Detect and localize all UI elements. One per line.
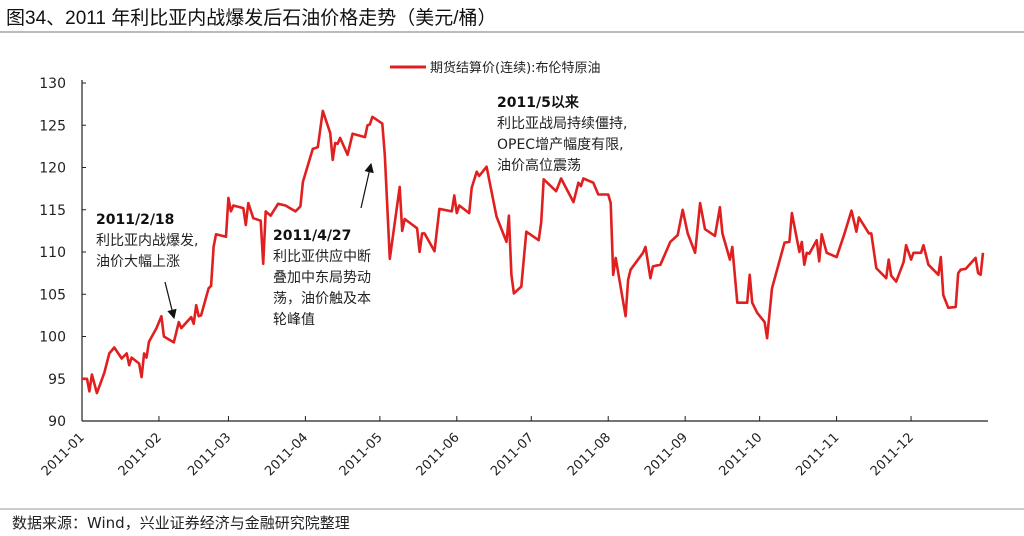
annotation-text: 油价大幅上涨: [96, 254, 180, 270]
x-tick-label: 2011-10: [716, 430, 765, 479]
annotation-text: 利比亚内战爆发,: [96, 233, 198, 249]
y-tick-label: 125: [39, 118, 66, 134]
x-tick-label: 2011-05: [337, 430, 386, 479]
annotation-arrow: [360, 162, 374, 209]
y-tick-label: 110: [39, 245, 66, 261]
y-tick-label: 95: [48, 372, 66, 388]
x-tick-label: 2011-03: [185, 430, 234, 479]
series-line-brent: [82, 109, 985, 395]
y-tick-label: 100: [39, 330, 66, 346]
annotation-text: 油价高位震荡: [497, 157, 581, 174]
annotation-text: 利比亚供应中断: [273, 248, 371, 265]
y-tick-label: 105: [39, 287, 66, 303]
x-tick-label: 2011-09: [642, 430, 691, 479]
y-tick-label: 115: [39, 203, 66, 219]
annotation-text: 叠加中东局势动: [273, 270, 371, 286]
figure-title: 图34、2011 年利比亚内战爆发后石油价格走势（美元/桶）: [6, 8, 497, 29]
annotation-date: 2011/4/27: [273, 228, 351, 244]
x-tick-label: 2011-07: [488, 430, 537, 479]
annotation-text: 利比亚战局持续僵持,: [497, 115, 627, 132]
annotation-text: OPEC增产幅度有限,: [497, 137, 624, 153]
x-tick-label: 2011-04: [262, 430, 311, 479]
annotation-text: 轮峰值: [273, 312, 315, 328]
x-tick-label: 2011-12: [868, 430, 917, 479]
annotation-text: 荡，油价触及本: [273, 291, 371, 307]
x-tick-label: 2011-08: [565, 430, 614, 479]
x-tick-label: 2011-11: [793, 430, 842, 479]
annotation-date: 2011/5以来: [497, 95, 580, 111]
legend: 期货结算价(连续):布伦特原油: [390, 60, 601, 76]
y-tick-label: 120: [39, 161, 66, 177]
legend-label: 期货结算价(连续):布伦特原油: [430, 60, 601, 76]
x-tick-label: 2011-01: [39, 430, 88, 479]
x-tick-label: 2011-02: [116, 430, 165, 479]
source-note: 数据来源：Wind，兴业证券经济与金融研究院整理: [12, 514, 350, 532]
y-tick-label: 90: [48, 414, 66, 430]
annotation: 2011/2/18 利比亚内战爆发, 油价大幅上涨: [96, 212, 198, 320]
annotation-date: 2011/2/18: [96, 212, 174, 228]
x-tick-label: 2011-06: [414, 430, 463, 479]
annotation-arrow: [164, 281, 177, 320]
y-tick-label: 130: [39, 76, 66, 92]
